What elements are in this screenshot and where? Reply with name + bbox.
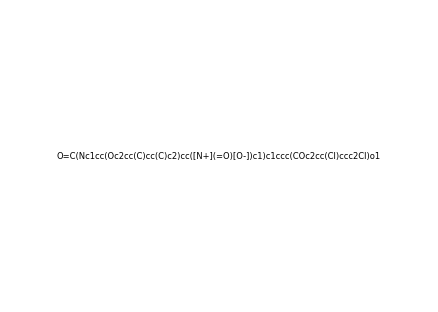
Text: O=C(Nc1cc(Oc2cc(C)cc(C)c2)cc([N+](=O)[O-])c1)c1ccc(COc2cc(Cl)ccc2Cl)o1: O=C(Nc1cc(Oc2cc(C)cc(C)c2)cc([N+](=O)[O-… bbox=[57, 152, 381, 160]
